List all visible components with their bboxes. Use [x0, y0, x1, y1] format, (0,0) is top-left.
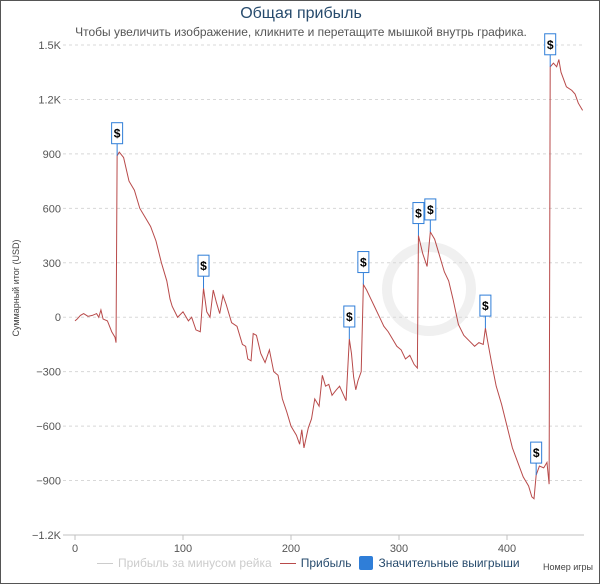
chart-title: Общая прибыль	[240, 5, 362, 22]
y-tick-label: 1.2K	[38, 94, 61, 106]
big-win-flag	[111, 122, 124, 145]
big-win-flag	[544, 33, 557, 56]
big-win-flag-label: $	[427, 203, 434, 217]
y-tick-label: 600	[43, 203, 61, 215]
big-win-flag-label: $	[547, 38, 554, 52]
big-win-flag	[357, 251, 370, 274]
legend-line-icon	[279, 562, 296, 564]
big-win-flag-label: $	[114, 127, 121, 141]
x-tick-label: 100	[174, 543, 192, 555]
x-tick-label: 400	[498, 543, 516, 555]
big-win-flag	[479, 294, 492, 317]
big-win-flag-label: $	[415, 207, 422, 221]
y-tick-label: −600	[36, 421, 61, 433]
big-win-flag-label: $	[346, 310, 353, 324]
y-tick-label: 0	[55, 312, 61, 324]
y-axis-title: Суммарный итог (USD)	[11, 239, 21, 337]
profit-line	[74, 59, 584, 500]
legend-square-icon	[359, 556, 374, 570]
y-tick-label: −300	[36, 367, 61, 379]
legend-item-profit[interactable]: Прибыль	[279, 556, 352, 570]
legend-line-icon	[97, 562, 113, 564]
big-win-flag-label: $	[533, 446, 540, 460]
legend: Прибыль за минусом рейка Прибыль Значите…	[97, 556, 520, 570]
x-tick-label: 0	[72, 543, 78, 555]
legend-label: Прибыль за минусом рейка	[118, 556, 272, 570]
y-tick-label: 300	[43, 258, 61, 270]
big-win-flag	[530, 441, 543, 464]
big-win-flag	[343, 305, 356, 328]
y-tick-label: 900	[43, 149, 61, 161]
watermark-logo	[382, 242, 476, 336]
legend-item-net-profit[interactable]: Прибыль за минусом рейка	[97, 556, 272, 570]
x-tick-label: 300	[390, 543, 408, 555]
legend-label: Значительные выигрыши	[378, 556, 520, 570]
y-tick-label: −900	[36, 476, 61, 488]
big-win-flag-label: $	[360, 256, 367, 270]
x-axis-title: Номер игры	[543, 562, 593, 572]
legend-item-big-wins[interactable]: Значительные выигрыши	[359, 556, 520, 570]
y-tick-label: 1.5K	[38, 40, 61, 52]
big-win-flag-label: $	[200, 259, 207, 273]
big-win-flag	[197, 254, 210, 277]
big-win-flag-label: $	[482, 299, 489, 313]
legend-label: Прибыль	[300, 556, 352, 570]
chart-subtitle: Чтобы увеличить изображение, кликните и …	[75, 25, 527, 39]
x-tick-label: 200	[282, 543, 300, 555]
y-tick-label: −1.2K	[32, 530, 62, 542]
big-win-flag	[424, 198, 437, 221]
big-win-flag	[412, 202, 425, 225]
